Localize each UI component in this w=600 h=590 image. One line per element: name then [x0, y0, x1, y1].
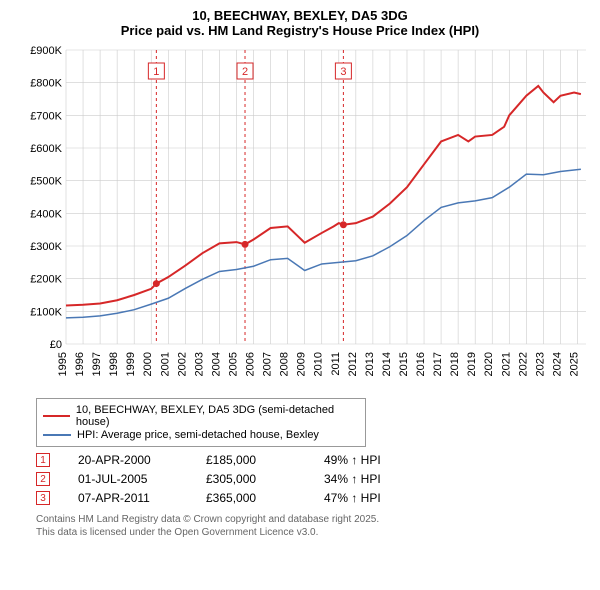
svg-text:1995: 1995	[57, 352, 69, 376]
svg-text:2006: 2006	[245, 352, 257, 376]
svg-text:3: 3	[340, 66, 346, 78]
legend-item: HPI: Average price, semi-detached house,…	[43, 429, 359, 441]
svg-text:2003: 2003	[193, 352, 205, 376]
svg-text:2001: 2001	[159, 352, 171, 376]
svg-text:£0: £0	[50, 339, 62, 351]
svg-text:2018: 2018	[449, 352, 461, 376]
chart-container: 10, BEECHWAY, BEXLEY, DA5 3DG Price paid…	[0, 0, 600, 590]
svg-text:2024: 2024	[551, 352, 563, 376]
sales-row: 1 20-APR-2000 £185,000 49% ↑ HPI	[36, 453, 600, 467]
svg-text:£400K: £400K	[30, 208, 62, 220]
svg-text:2022: 2022	[517, 352, 529, 376]
legend-label: 10, BEECHWAY, BEXLEY, DA5 3DG (semi-deta…	[76, 404, 359, 428]
svg-text:1: 1	[153, 66, 159, 78]
svg-text:2010: 2010	[313, 352, 325, 376]
svg-text:1996: 1996	[74, 352, 86, 376]
svg-text:2002: 2002	[176, 352, 188, 376]
svg-text:2013: 2013	[364, 352, 376, 376]
svg-text:2017: 2017	[432, 352, 444, 376]
svg-text:2016: 2016	[415, 352, 427, 376]
svg-text:2012: 2012	[347, 352, 359, 376]
svg-text:2000: 2000	[142, 352, 154, 376]
svg-text:2019: 2019	[466, 352, 478, 376]
svg-text:2014: 2014	[381, 352, 393, 376]
svg-text:2008: 2008	[279, 352, 291, 376]
svg-text:1998: 1998	[108, 352, 120, 376]
svg-text:2004: 2004	[210, 352, 222, 376]
svg-text:2025: 2025	[568, 352, 580, 376]
footer-line1: Contains HM Land Registry data © Crown c…	[36, 513, 600, 526]
svg-text:2021: 2021	[500, 352, 512, 376]
legend-line-icon	[43, 434, 71, 436]
svg-text:1999: 1999	[125, 352, 137, 376]
svg-text:2011: 2011	[330, 352, 342, 376]
sale-date: 20-APR-2000	[78, 453, 178, 467]
footer-line2: This data is licensed under the Open Gov…	[36, 526, 600, 539]
svg-text:2015: 2015	[398, 352, 410, 376]
sale-price: £185,000	[206, 453, 296, 467]
sales-row: 2 01-JUL-2005 £305,000 34% ↑ HPI	[36, 472, 600, 486]
svg-text:2020: 2020	[483, 352, 495, 376]
sale-hpi: 49% ↑ HPI	[324, 453, 414, 467]
svg-text:£500K: £500K	[30, 176, 62, 188]
line-chart-svg: £0 £100K £200K £300K £400K £500K £600K £700K £80…	[30, 44, 590, 394]
sale-date: 07-APR-2011	[78, 491, 178, 505]
chart-area: £0 £100K £200K £300K £400K £500K £600K £700K £80…	[30, 44, 590, 394]
sale-marker-box: 3	[36, 491, 50, 505]
svg-text:2005: 2005	[227, 352, 239, 376]
svg-text:2009: 2009	[296, 352, 308, 376]
svg-text:2007: 2007	[262, 352, 274, 376]
sale-hpi: 34% ↑ HPI	[324, 472, 414, 486]
svg-text:£700K: £700K	[30, 110, 62, 122]
svg-text:£300K: £300K	[30, 241, 62, 253]
sales-row: 3 07-APR-2011 £365,000 47% ↑ HPI	[36, 491, 600, 505]
svg-text:£900K: £900K	[30, 45, 62, 57]
sale-marker-box: 2	[36, 472, 50, 486]
svg-text:2023: 2023	[534, 352, 546, 376]
chart-subtitle: Price paid vs. HM Land Registry's House …	[0, 23, 600, 44]
sale-marker-box: 1	[36, 453, 50, 467]
svg-text:£600K: £600K	[30, 143, 62, 155]
sale-price: £305,000	[206, 472, 296, 486]
svg-text:£200K: £200K	[30, 274, 62, 286]
legend-item: 10, BEECHWAY, BEXLEY, DA5 3DG (semi-deta…	[43, 404, 359, 428]
legend: 10, BEECHWAY, BEXLEY, DA5 3DG (semi-deta…	[36, 398, 366, 447]
footer: Contains HM Land Registry data © Crown c…	[36, 513, 600, 539]
sale-price: £365,000	[206, 491, 296, 505]
sale-date: 01-JUL-2005	[78, 472, 178, 486]
sales-table: 1 20-APR-2000 £185,000 49% ↑ HPI 2 01-JUL-200…	[36, 453, 600, 505]
svg-text:1997: 1997	[91, 352, 103, 376]
sale-hpi: 47% ↑ HPI	[324, 491, 414, 505]
chart-title: 10, BEECHWAY, BEXLEY, DA5 3DG	[0, 0, 600, 23]
svg-text:2: 2	[242, 66, 248, 78]
legend-label: HPI: Average price, semi-detached house,…	[77, 429, 319, 441]
legend-line-icon	[43, 415, 70, 417]
svg-text:£800K: £800K	[30, 78, 62, 90]
svg-text:£100K: £100K	[30, 306, 62, 318]
